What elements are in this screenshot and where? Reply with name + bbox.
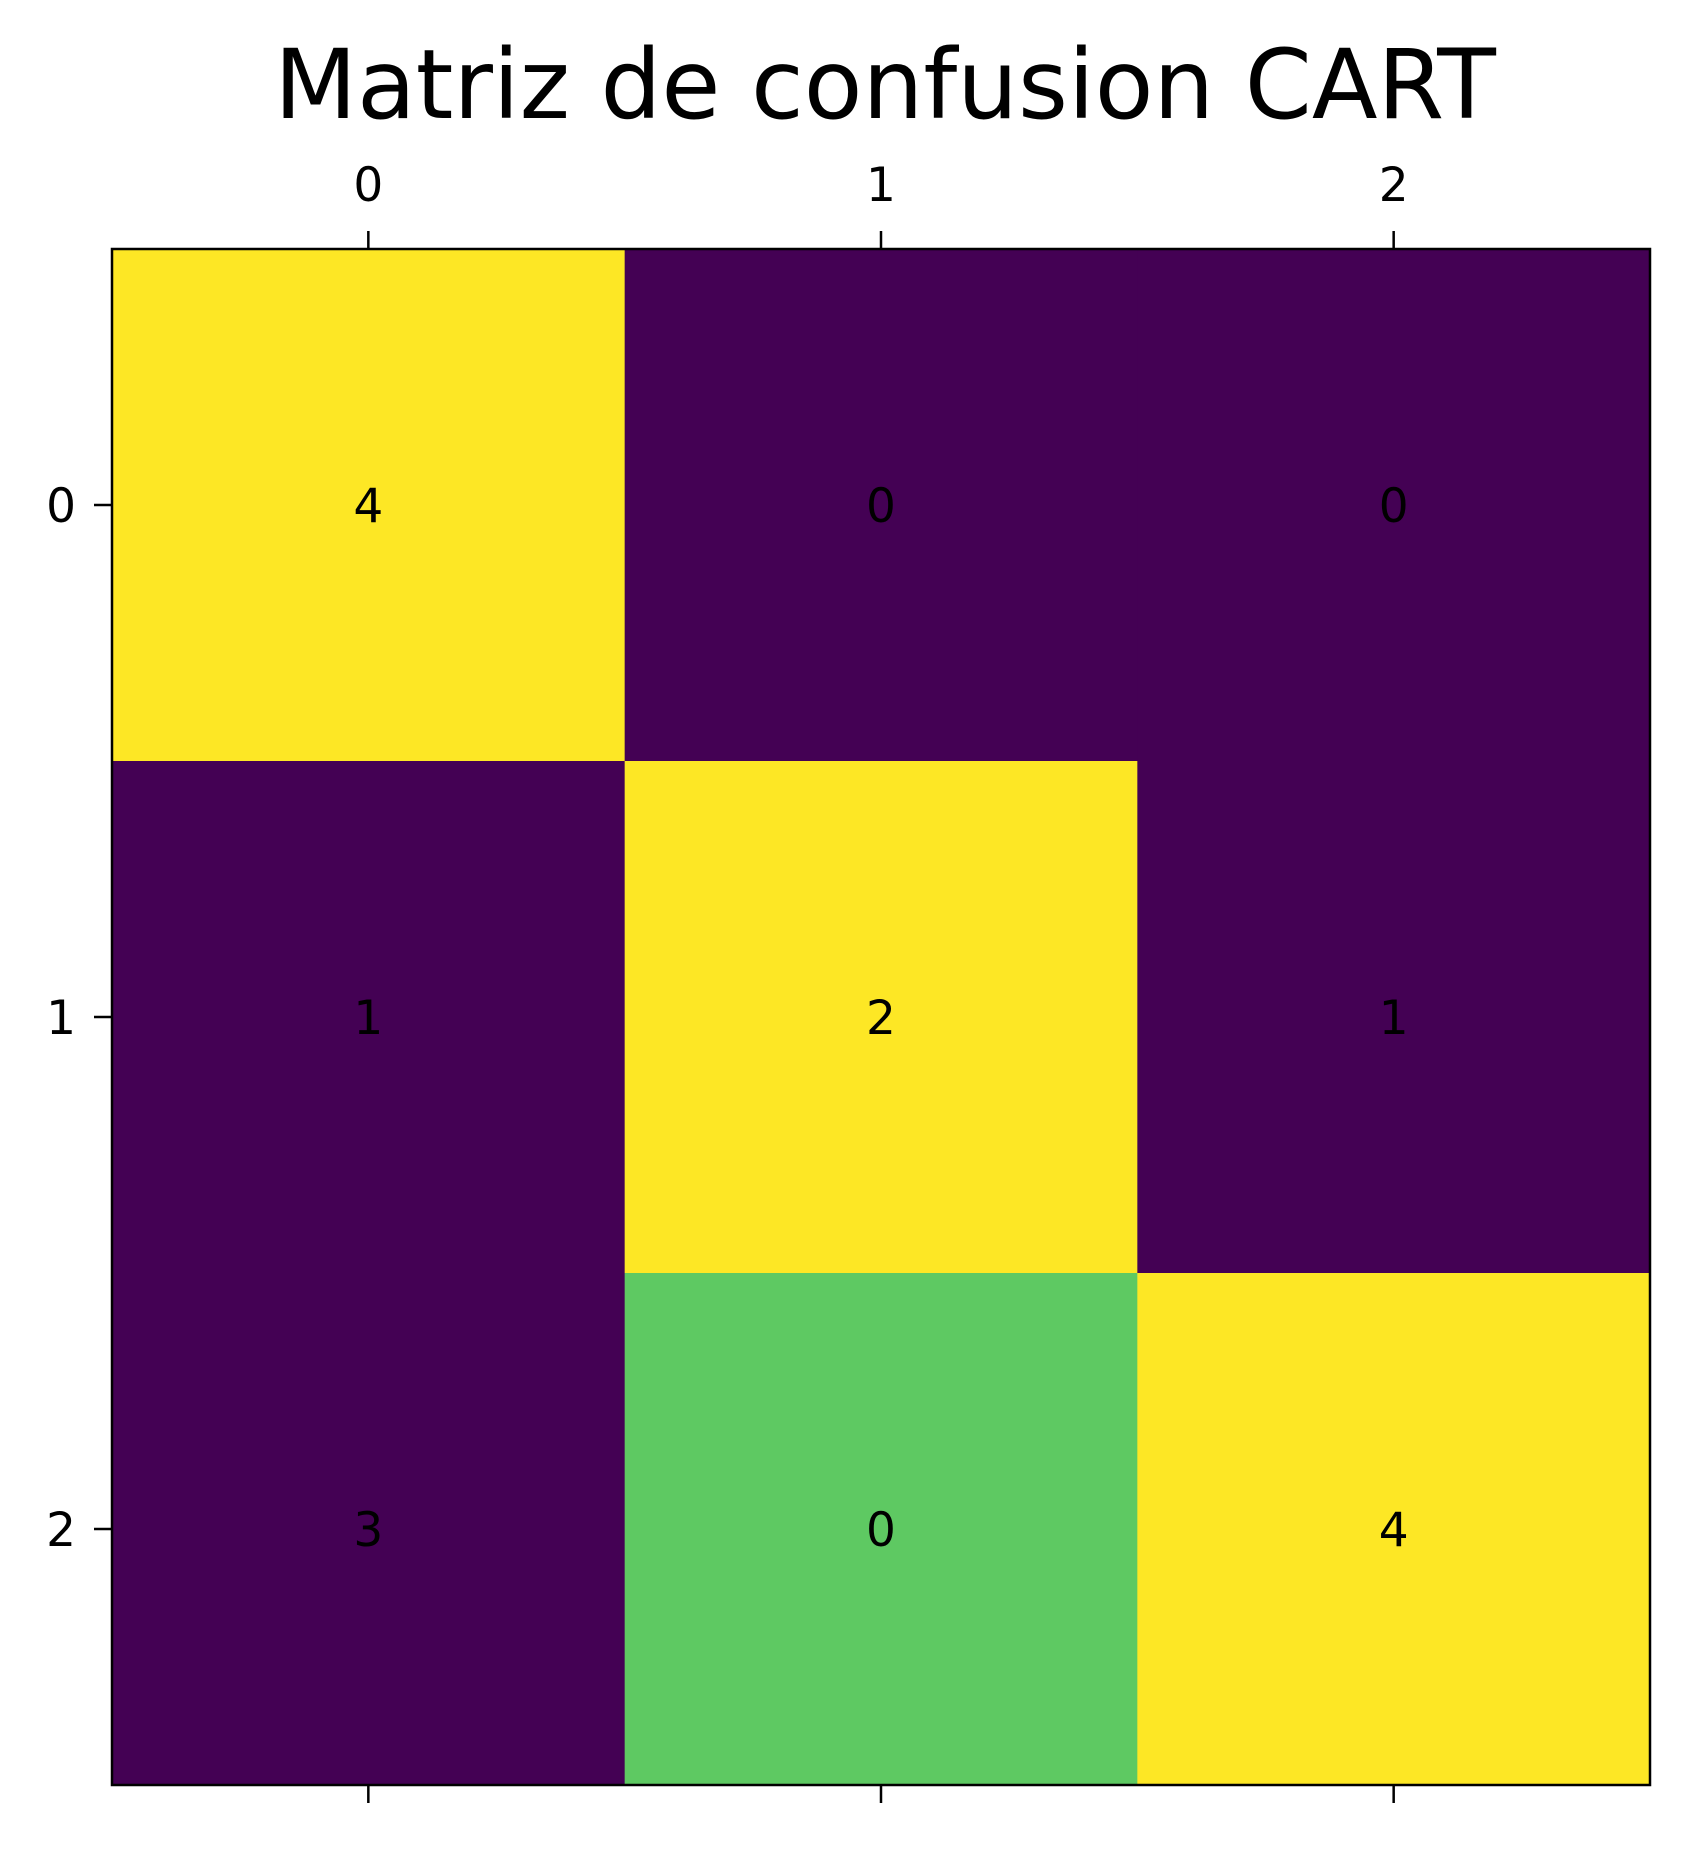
cell-value-2-0: 3 xyxy=(353,1503,383,1558)
heatmap-cell-1-0 xyxy=(112,761,626,1274)
heatmap-cell-2-0 xyxy=(112,1273,626,1786)
heatmap-cell-0-2 xyxy=(1137,249,1651,762)
cell-value-1-1: 2 xyxy=(866,991,896,1046)
heatmap-cell-2-2 xyxy=(1137,1273,1651,1786)
cell-value-2-1: 0 xyxy=(866,1503,896,1558)
x-axis-ticks: 0 1 2 xyxy=(353,158,1409,1803)
cell-value-1-0: 1 xyxy=(353,991,383,1046)
y-tick-label-1: 1 xyxy=(46,991,76,1046)
heatmap-cell-2-1 xyxy=(624,1273,1138,1786)
heatmap-cells xyxy=(112,249,1651,1786)
heatmap-cell-1-1 xyxy=(624,761,1138,1274)
x-tick-label-2: 2 xyxy=(1379,158,1409,213)
cell-value-labels: 4 0 0 1 2 1 3 0 4 xyxy=(353,479,1408,1558)
y-axis-ticks: 0 1 2 xyxy=(46,479,112,1558)
cell-value-0-1: 0 xyxy=(866,479,896,534)
y-tick-label-2: 2 xyxy=(46,1503,76,1558)
cell-value-0-2: 0 xyxy=(1379,479,1409,534)
cell-value-0-0: 4 xyxy=(353,479,383,534)
heatmap-cell-0-1 xyxy=(624,249,1138,762)
chart-title: Matriz de confusion CART xyxy=(274,29,1496,141)
cell-value-2-2: 4 xyxy=(1379,1503,1409,1558)
x-tick-label-1: 1 xyxy=(866,158,896,213)
cell-value-1-2: 1 xyxy=(1379,991,1409,1046)
heatmap-cell-1-2 xyxy=(1137,761,1651,1274)
heatmap-cell-0-0 xyxy=(112,249,626,762)
x-tick-label-0: 0 xyxy=(353,158,383,213)
y-tick-label-0: 0 xyxy=(46,479,76,534)
